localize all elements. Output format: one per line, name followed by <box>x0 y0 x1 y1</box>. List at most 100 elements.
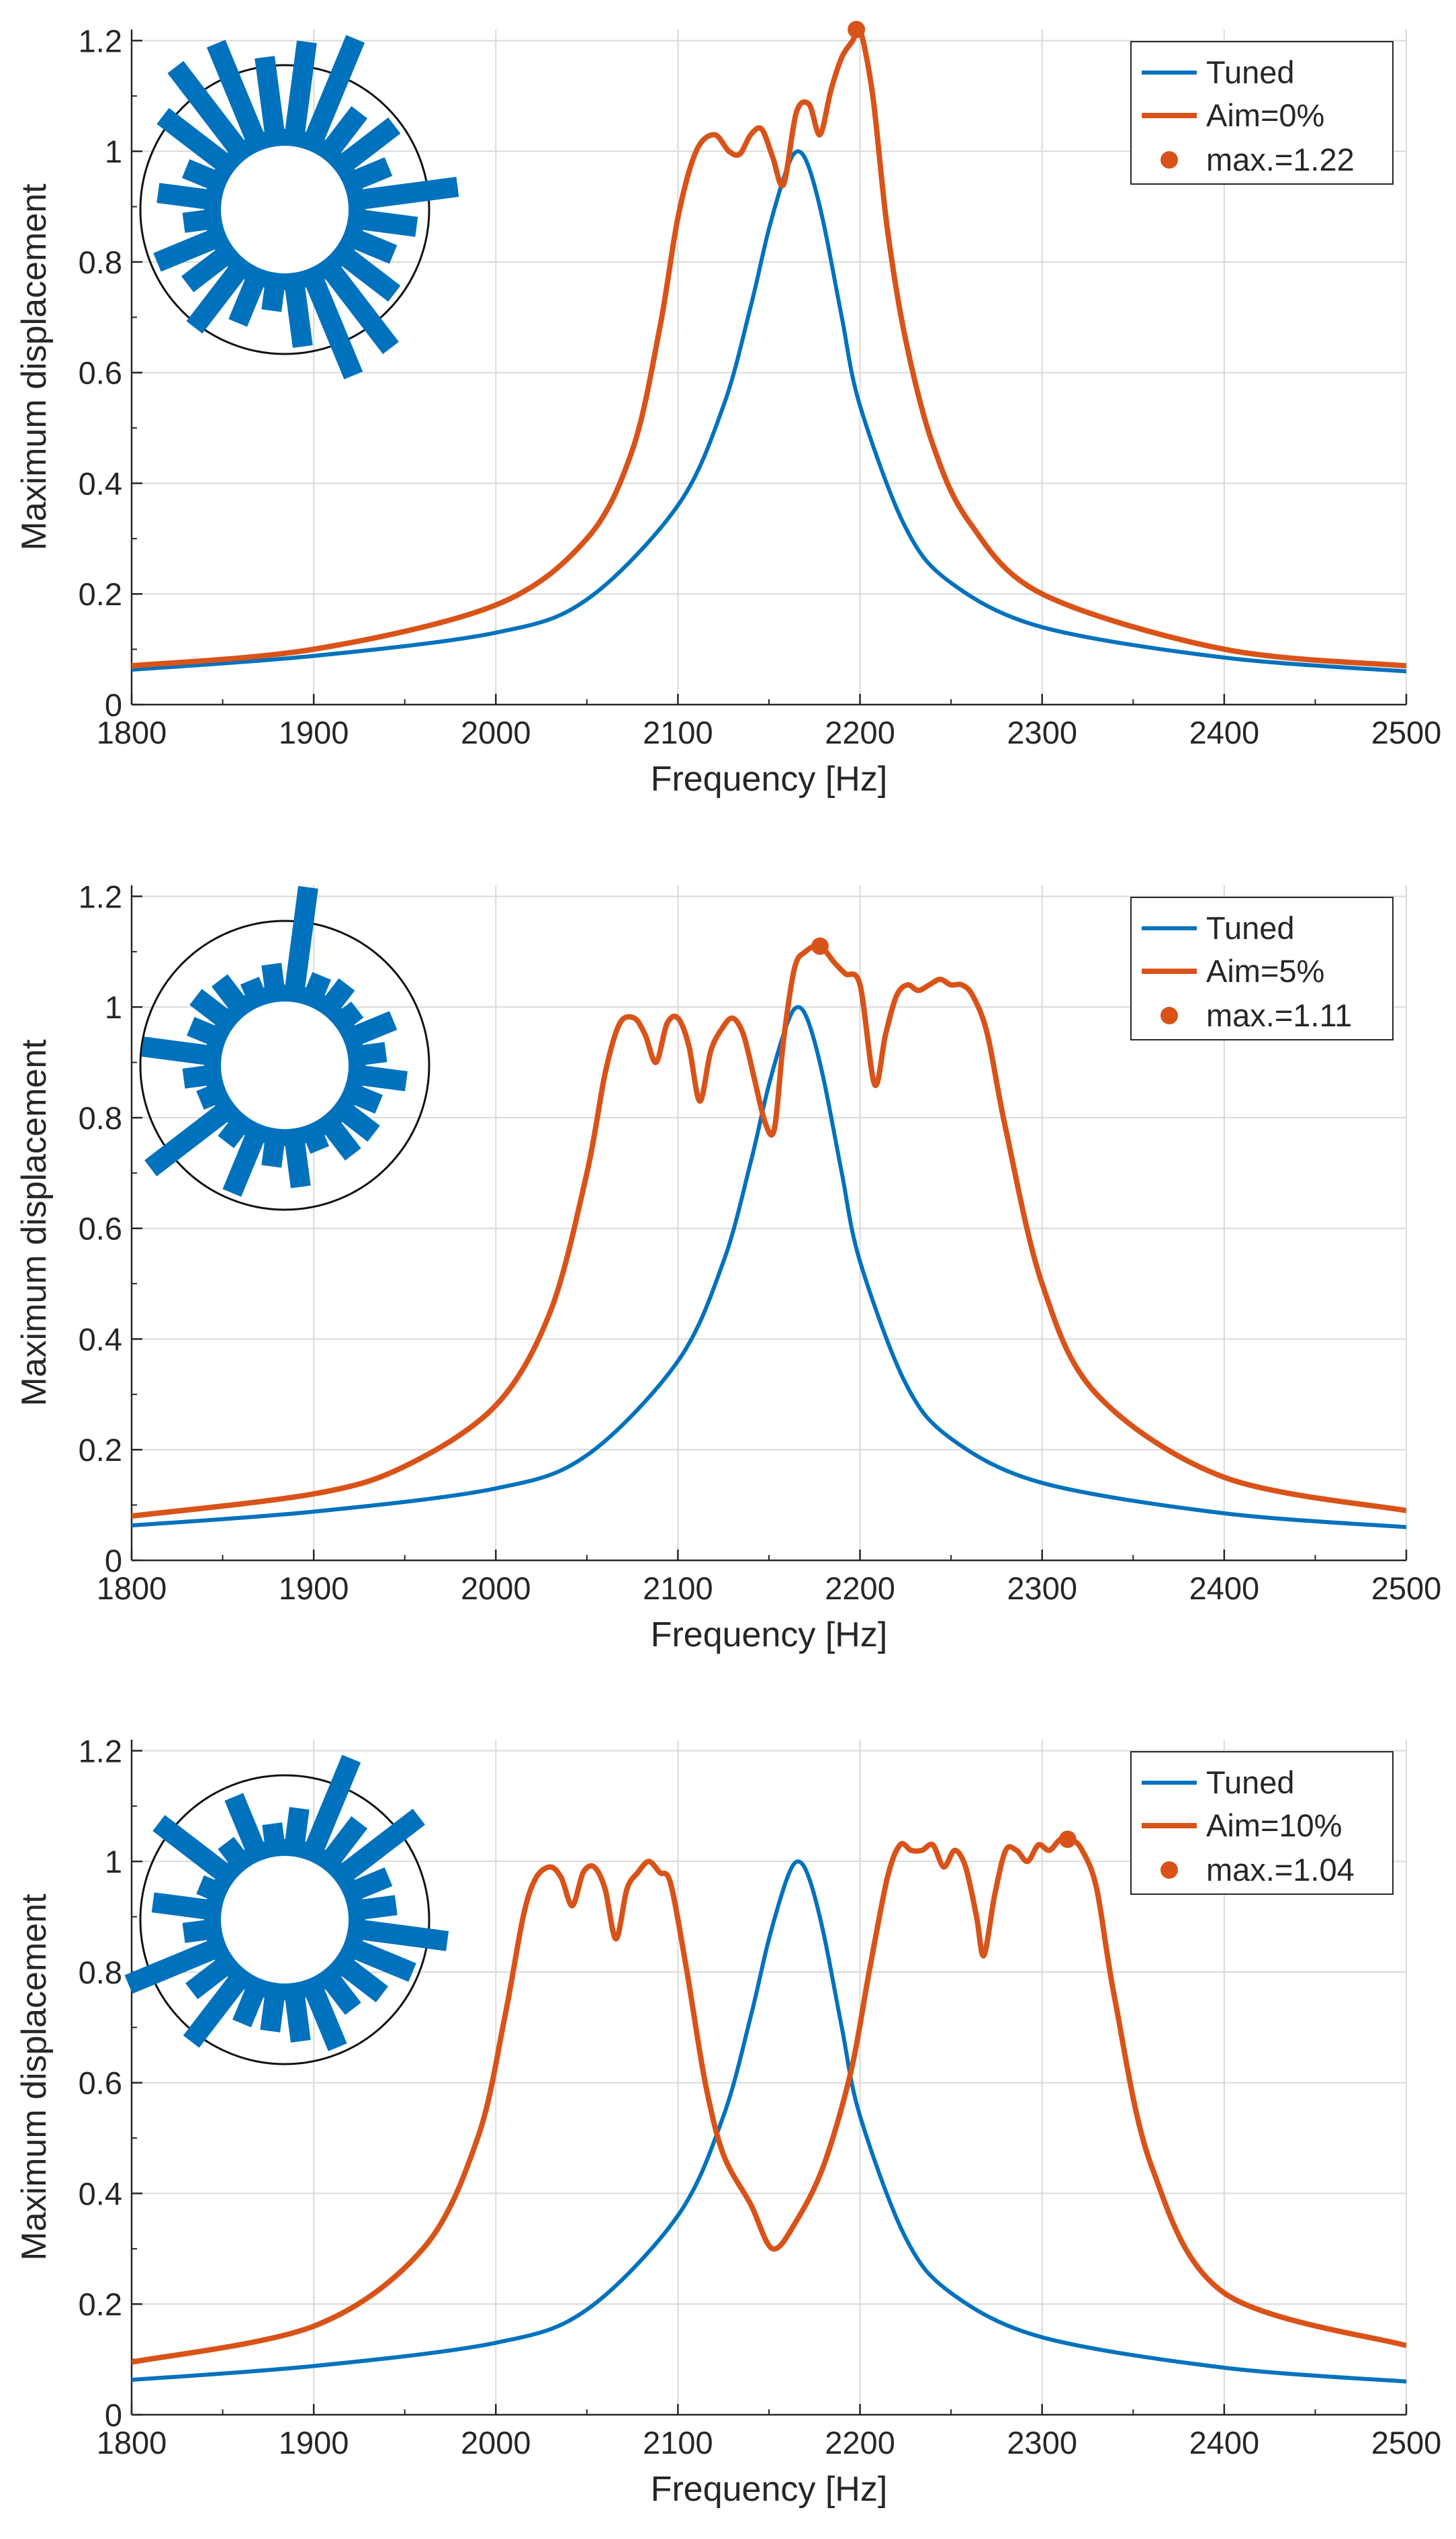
max-point-marker <box>811 937 829 955</box>
x-tick-label: 2500 <box>1371 1570 1442 1606</box>
y-axis-label: Maximum displacement <box>15 1894 54 2261</box>
x-tick-label: 2400 <box>1189 715 1260 750</box>
x-tick-label: 2300 <box>1007 715 1077 750</box>
x-tick-label: 1900 <box>279 715 349 750</box>
x-tick-label: 1900 <box>279 2425 349 2460</box>
max-point-marker <box>848 21 866 38</box>
legend: Tuned Aim=5% max.=1.11 <box>1130 897 1394 1040</box>
legend-entry: Tuned <box>1206 54 1295 90</box>
rotor-hub-center <box>221 1856 349 1984</box>
rotor-hub-center <box>221 146 349 273</box>
y-tick-label: 0.2 <box>79 1432 122 1468</box>
rotor-outer-ring <box>139 920 430 1211</box>
y-tick-label: 0.8 <box>79 244 122 280</box>
y-tick-label: 0 <box>105 2397 122 2433</box>
x-tick-label: 1900 <box>279 1570 349 1606</box>
rotor-inset <box>139 886 430 1211</box>
x-tick-label: 2100 <box>643 715 713 750</box>
series-aim-line <box>132 942 1406 1519</box>
rotor-inset <box>139 35 459 380</box>
series-tuned-line <box>132 149 1406 674</box>
x-tick-label: 2200 <box>825 715 895 750</box>
y-tick-label: 0.6 <box>79 1211 122 1247</box>
x-tick-label: 2300 <box>1007 1570 1077 1606</box>
x-axis-label: Frequency [Hz] <box>651 760 888 799</box>
rotor-hub-ring <box>204 129 365 290</box>
x-tick-label: 2000 <box>461 1570 531 1606</box>
legend-max-swatch <box>1161 1007 1178 1024</box>
x-tick-label: 2000 <box>461 715 531 750</box>
x-axis-label: Frequency [Hz] <box>651 2470 888 2509</box>
series-aim-line <box>132 30 1406 669</box>
y-tick-label: 0.2 <box>79 2286 122 2322</box>
x-tick-label: 2100 <box>643 1570 713 1606</box>
x-tick-label: 2500 <box>1371 2425 1442 2460</box>
legend: Tuned Aim=10% max.=1.04 <box>1130 1751 1394 1895</box>
legend-entry: Tuned <box>1206 1765 1295 1800</box>
rotor-hub-ring <box>204 985 365 1146</box>
rotor-blade-bar <box>299 263 363 380</box>
rotor-blade-bar <box>167 60 255 167</box>
rotor-hub-ring <box>204 1839 365 2000</box>
legend-entry: Aim=10% <box>1206 1808 1342 1843</box>
y-tick-label: 1 <box>105 134 122 169</box>
legend: Tuned Aim=0% max.=1.22 <box>1130 41 1394 185</box>
rotor-outer-ring <box>139 64 430 355</box>
x-axis-label: Frequency [Hz] <box>651 1615 888 1654</box>
y-tick-label: 0.6 <box>79 2065 122 2101</box>
chart-panel-2: 1800 1900 2000 2100 2200 2300 2400 2500 0 0.2 0.4 0… <box>15 879 1441 1654</box>
rotor-blade-bar <box>299 35 365 156</box>
y-tick-label: 0.8 <box>79 1100 122 1136</box>
series-group <box>132 942 1406 1529</box>
rotor-blade-bar <box>345 177 459 212</box>
chart-panel-1: 1800 1900 2000 2100 2200 2300 2400 2500 0 0.2 0.4 0… <box>15 21 1441 799</box>
legend-entry: Aim=5% <box>1206 953 1324 989</box>
x-tick-label: 1800 <box>97 1570 167 1606</box>
series-tuned-line <box>132 1859 1406 2384</box>
x-tick-label: 1800 <box>97 2425 167 2460</box>
rotor-blade-bar <box>299 1754 361 1866</box>
y-tick-label: 1 <box>105 1844 122 1879</box>
legend-max-swatch <box>1161 1861 1178 1879</box>
y-tick-label: 1.2 <box>79 879 122 914</box>
rotor-outer-ring <box>139 1774 430 2065</box>
legend-entry: max.=1.04 <box>1206 1852 1355 1887</box>
rotor-inset <box>124 1754 449 2065</box>
y-tick-label: 0.8 <box>79 1955 122 1990</box>
x-tick-label: 2200 <box>825 1570 895 1606</box>
legend-entry: max.=1.22 <box>1206 142 1355 177</box>
y-tick-label: 0 <box>105 687 122 723</box>
y-tick-label: 1.2 <box>79 23 122 58</box>
y-tick-label: 1.2 <box>79 1733 122 1769</box>
x-tick-label: 2000 <box>461 2425 531 2460</box>
x-tick-label: 2400 <box>1189 2425 1260 2460</box>
y-tick-label: 0.2 <box>79 576 122 612</box>
legend-entry: Aim=0% <box>1206 97 1324 133</box>
legend-max-swatch <box>1161 151 1178 169</box>
x-tick-label: 2500 <box>1371 715 1442 750</box>
y-tick-label: 0.4 <box>79 465 122 501</box>
y-tick-label: 0.6 <box>79 355 122 391</box>
y-tick-label: 0.4 <box>79 1321 122 1357</box>
legend-entry: Tuned <box>1206 910 1295 946</box>
chart-panel-3: 1800 1900 2000 2100 2200 2300 2400 2500 0 0.2 0.4 0… <box>15 1733 1441 2509</box>
rotor-blade-bar <box>283 886 318 1005</box>
legend-entry: max.=1.11 <box>1206 997 1352 1033</box>
max-point-marker <box>1058 1830 1077 1848</box>
y-tick-label: 1 <box>105 989 122 1025</box>
x-tick-label: 2300 <box>1007 2425 1077 2460</box>
x-tick-label: 2400 <box>1189 1570 1260 1606</box>
series-tuned-line <box>132 1005 1406 1529</box>
y-axis-label: Maximum displacement <box>15 183 54 551</box>
rotor-hub-center <box>221 1001 349 1129</box>
y-tick-label: 0.4 <box>79 2176 122 2211</box>
rotor-blade-bar <box>314 253 399 355</box>
x-tick-label: 2100 <box>643 2425 713 2460</box>
x-tick-label: 1800 <box>97 715 167 750</box>
y-axis-label: Maximum displacement <box>15 1039 54 1407</box>
series-group <box>132 30 1406 674</box>
y-tick-label: 0 <box>105 1543 122 1578</box>
x-tick-label: 2200 <box>825 2425 895 2460</box>
